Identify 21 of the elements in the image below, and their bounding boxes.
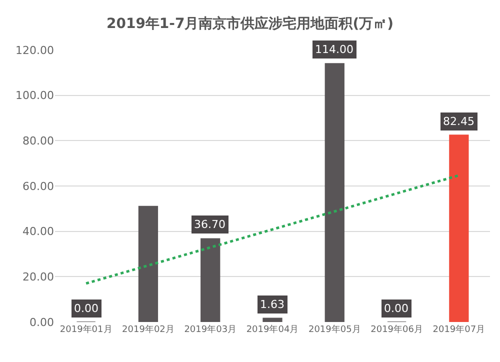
data-label: 0.00	[384, 302, 408, 315]
y-tick-label: 40.00	[22, 225, 54, 238]
chart-title: 2019年1-7月南京市供应涉宅用地面积(万㎡)	[106, 14, 394, 32]
x-tick-label: 2019年06月	[370, 324, 423, 335]
x-tick-label: 2019年03月	[184, 324, 237, 335]
y-tick-label: 0.00	[30, 316, 54, 329]
y-tick-label: 20.00	[22, 270, 54, 284]
y-tick-label: 100.00	[16, 89, 54, 102]
x-tick-label: 2019年05月	[308, 324, 361, 335]
x-tick-label: 2019年07月	[432, 324, 486, 335]
data-label: 114.00	[315, 43, 354, 56]
x-tick-label: 2019年04月	[246, 324, 299, 335]
y-tick-label: 120.00	[16, 44, 54, 57]
y-tick-label: 80.00	[22, 134, 54, 148]
y-tick-label: 60.00	[22, 180, 54, 193]
data-label: 0.00	[74, 302, 98, 315]
x-tick-label: 2019年02月	[122, 324, 174, 335]
x-tick-label: 2019年01月	[60, 324, 112, 335]
data-label: 36.70	[194, 218, 226, 231]
data-label: 82.45	[443, 115, 474, 128]
data-label: 1.63	[260, 298, 284, 311]
